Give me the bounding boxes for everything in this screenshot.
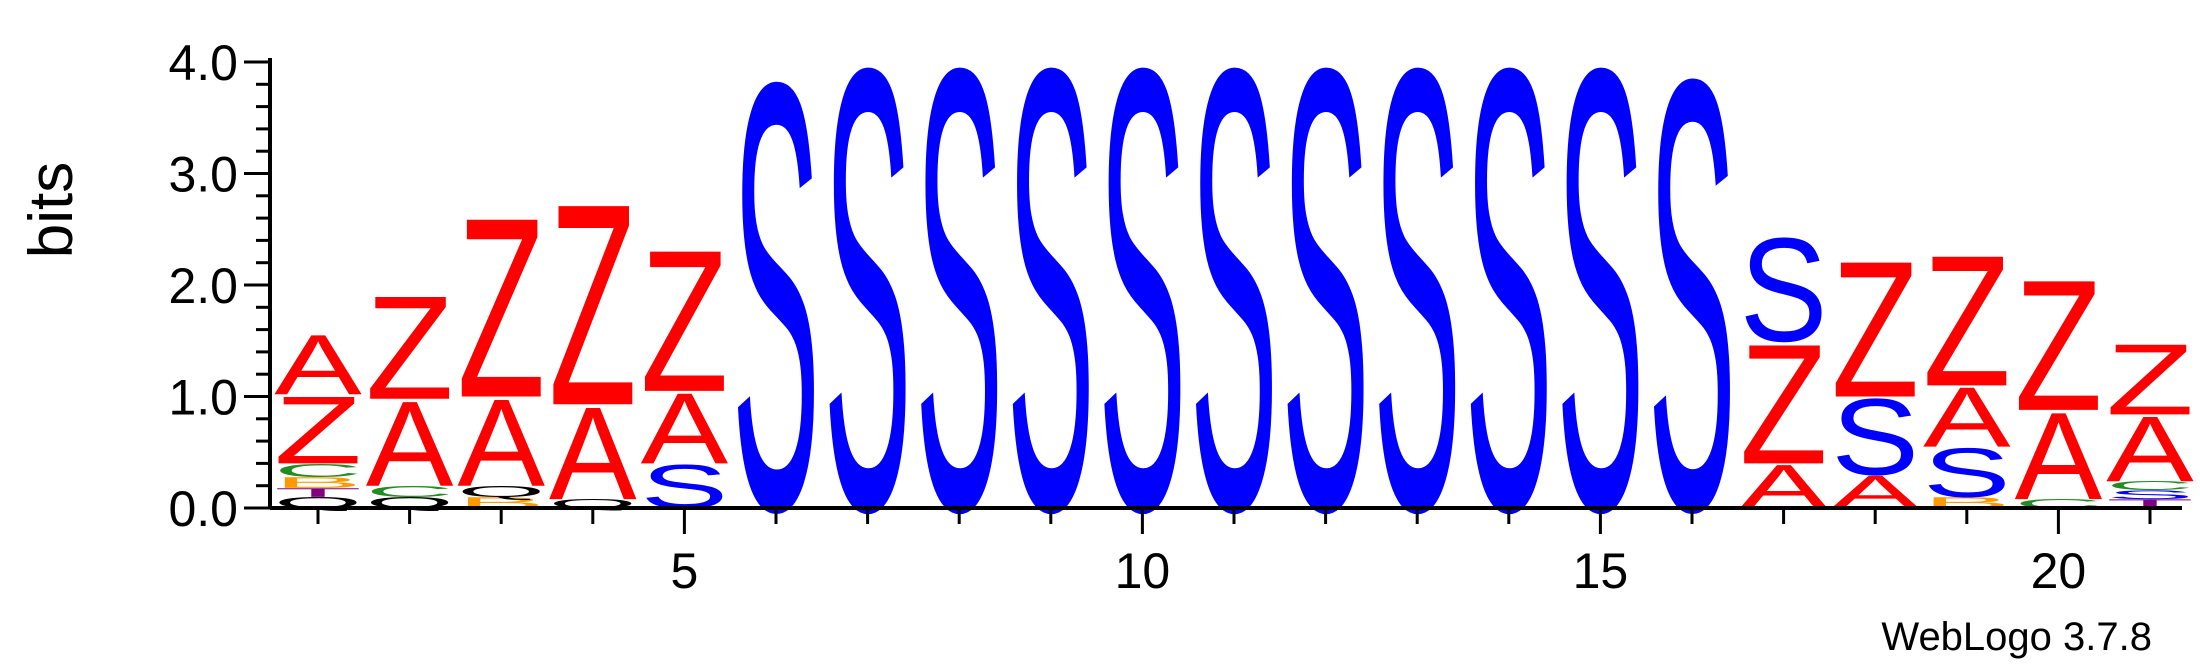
x-tick-label: 20 [2031,543,2087,599]
logo-letter-a: A [1923,370,2011,465]
logo-letter-c: C [366,483,454,500]
y-tick-label: 0.0 [168,481,238,537]
axis-layer: 0.0 1.0 2.0 3.0 4.0 5 10 15 20 [168,35,2182,599]
logo-letter-s: S [1282,0,1370,642]
logo-letter-s: S [1465,0,1553,642]
logo-letter-b: B [274,474,362,491]
logo-letter-a: A [641,372,729,485]
logo-letter-z: Z [1923,217,2011,425]
logo-letter-z: Z [640,209,728,435]
logo-letter-z: Z [274,376,362,484]
x-tick-label: 5 [670,543,698,599]
y-tick-label: 2.0 [168,258,238,314]
y-tick-label: 1.0 [168,370,238,426]
logo-letter-t: T [274,486,362,500]
logo-letter-s: S [1556,0,1644,642]
logo-letter-s: S [915,0,1003,642]
logo-letter-s: S [1831,375,1919,498]
logo-letter-z: Z [2106,323,2194,436]
logo-letter-c: C [2106,479,2194,493]
logo-letter-a: A [366,375,454,511]
logo-letter-z: Z [457,165,545,452]
logo-letter-a: A [549,380,637,528]
logo-letter-s: S [1373,0,1461,642]
logo-letter-s: S [1923,434,2011,512]
logo-letter-a: A [457,374,545,513]
logo-letter-s: S [1648,0,1736,639]
logo-letter-a: A [2015,387,2103,526]
x-tick-label: 10 [1115,543,1171,599]
x-tick-label: 15 [1573,543,1629,599]
logo-letter-s: S [824,0,912,642]
logo-letter-s: S [732,0,820,638]
y-tick-label: 3.0 [168,147,238,203]
logo-letter-s: S [1098,0,1186,642]
logo-letter-q: Q [457,483,545,500]
y-axis-title: bits [17,162,86,258]
logo-letter-s: S [1740,207,1828,373]
y-tick-label: 4.0 [168,35,238,91]
logo-letter-a: A [274,318,362,413]
logo-letter-z: Z [2014,242,2102,450]
logo-letter-c: C [274,460,362,481]
logo-letter-s: S [1007,0,1095,642]
logo-letter-z: Z [1831,221,1919,438]
logo-letter-z: Z [549,145,637,466]
logo-letter-a: A [2106,398,2194,502]
logo-letter-z: Z [366,265,454,430]
logo-letter-s: S [1190,0,1278,642]
logo-letter-s: S [2106,488,2194,502]
weblogo-credit: WebLogo 3.7.8 [1881,615,2152,659]
logo-letter-z: Z [1740,309,1828,501]
